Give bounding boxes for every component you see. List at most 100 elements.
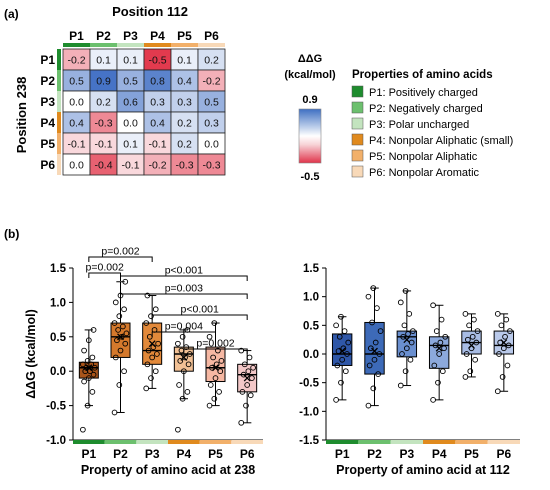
box-mean-marker: [435, 344, 443, 352]
heatmap-col-label: P1: [69, 29, 84, 43]
box-mean-marker: [148, 340, 156, 348]
data-point: [206, 402, 213, 409]
data-point: [212, 375, 219, 381]
box-iqr: [110, 322, 131, 358]
data-point: [401, 322, 408, 329]
box-mean-marker: [371, 347, 378, 355]
data-point: [152, 306, 159, 313]
heatmap-cell-value: 0.5: [123, 76, 138, 88]
data-point: [177, 358, 184, 364]
data-point: [496, 351, 502, 357]
y-tick-label: -0.5: [299, 378, 319, 390]
data-point: [149, 354, 156, 361]
panel-a-label: (a): [4, 7, 19, 21]
data-point: [335, 348, 342, 354]
data-point: [117, 347, 124, 354]
y-tick-label: 0.5: [50, 332, 67, 344]
y-tick-label: 1.0: [303, 292, 319, 304]
data-point: [241, 361, 248, 368]
data-point: [249, 375, 255, 381]
y-tick-label: 1.0: [50, 297, 66, 309]
data-point: [339, 356, 346, 363]
heatmap-cell-value: 0.2: [96, 97, 111, 109]
data-point: [143, 320, 150, 326]
x-tick-label: P6: [496, 447, 511, 461]
data-point: [507, 328, 513, 334]
data-point: [463, 351, 470, 357]
data-point: [366, 362, 373, 369]
legend-swatch: [351, 85, 364, 98]
heatmap-cell-value: 0.5: [204, 97, 219, 109]
data-point: [186, 351, 193, 357]
data-point: [114, 337, 120, 344]
y-tick-label: -1.0: [46, 435, 66, 447]
box-mean-marker: [468, 341, 475, 349]
data-point: [148, 375, 154, 381]
data-point: [441, 345, 447, 352]
data-point: [210, 354, 216, 361]
data-point: [442, 333, 449, 340]
x-tick-label: P5: [208, 447, 223, 461]
data-point: [144, 361, 151, 368]
box-iqr: [396, 330, 418, 358]
data-point: [218, 358, 225, 364]
data-point: [341, 328, 348, 334]
data-point: [89, 388, 96, 395]
heatmap-col-label: P6: [204, 29, 219, 43]
x-category-color-strip: [487, 440, 520, 444]
data-point: [122, 278, 129, 285]
x-category-color-strip: [455, 440, 488, 444]
heatmap-cell-value: -0.3: [175, 160, 193, 172]
data-point: [472, 356, 478, 363]
heatmap-row-color-strip: [57, 70, 61, 91]
x-category-color-strip: [104, 440, 137, 444]
data-point: [402, 288, 409, 294]
data-point: [239, 388, 246, 395]
data-point: [183, 344, 190, 350]
data-point: [80, 361, 86, 368]
data-point: [498, 322, 505, 329]
data-point: [400, 333, 407, 340]
data-point: [399, 351, 405, 357]
data-point: [120, 323, 126, 330]
data-point: [179, 395, 186, 402]
boxplot-238: -1.0 -0.5 0.0 0.5 1.0 1.5 P1 P2 P3 P4 P5 P6 Property…: [24, 246, 263, 477]
heatmap-cell-value: 0.3: [177, 97, 192, 109]
significance-label: p=0.002: [101, 246, 139, 258]
x-tick-label: P2: [113, 447, 128, 461]
heatmap-cell-value: 0.4: [177, 76, 192, 88]
data-point: [406, 311, 413, 317]
data-point: [342, 368, 349, 375]
data-point: [111, 409, 118, 416]
data-point: [338, 379, 344, 386]
data-point: [238, 419, 245, 426]
heatmap-cell-value: 0.0: [69, 97, 84, 109]
significance-label: p=0.004: [165, 321, 203, 333]
data-point: [432, 342, 439, 349]
y-tick-label: -1.0: [299, 406, 319, 418]
heatmap-top-title: Position 112: [112, 4, 188, 19]
data-point: [81, 378, 87, 385]
legend-item-label: P4: Nonpolar Aliphatic (small): [369, 135, 513, 147]
x-tick-label: P2: [367, 447, 382, 461]
data-point: [184, 388, 191, 395]
x-category-color-strip: [199, 440, 232, 444]
data-point: [368, 345, 374, 352]
heatmap-cell-value: 0.4: [150, 118, 165, 130]
heatmap-cell-value: 0.1: [177, 55, 192, 67]
box-mean-marker: [212, 364, 219, 372]
data-point: [116, 313, 123, 320]
data-point: [336, 333, 343, 340]
data-point: [499, 374, 506, 380]
data-point: [116, 382, 123, 388]
box-iqr: [428, 336, 450, 369]
legend-swatch: [351, 117, 364, 130]
x-category-color-strip: [390, 440, 423, 444]
data-point: [238, 347, 245, 354]
heatmap-col-color-strip: [198, 43, 225, 47]
heatmap-cell-value: 0.5: [69, 76, 84, 88]
heatmap-cell-value: 0.2: [177, 139, 192, 151]
colorbar: [298, 108, 322, 164]
x-category-color-strip: [423, 440, 456, 444]
data-point: [84, 402, 91, 409]
